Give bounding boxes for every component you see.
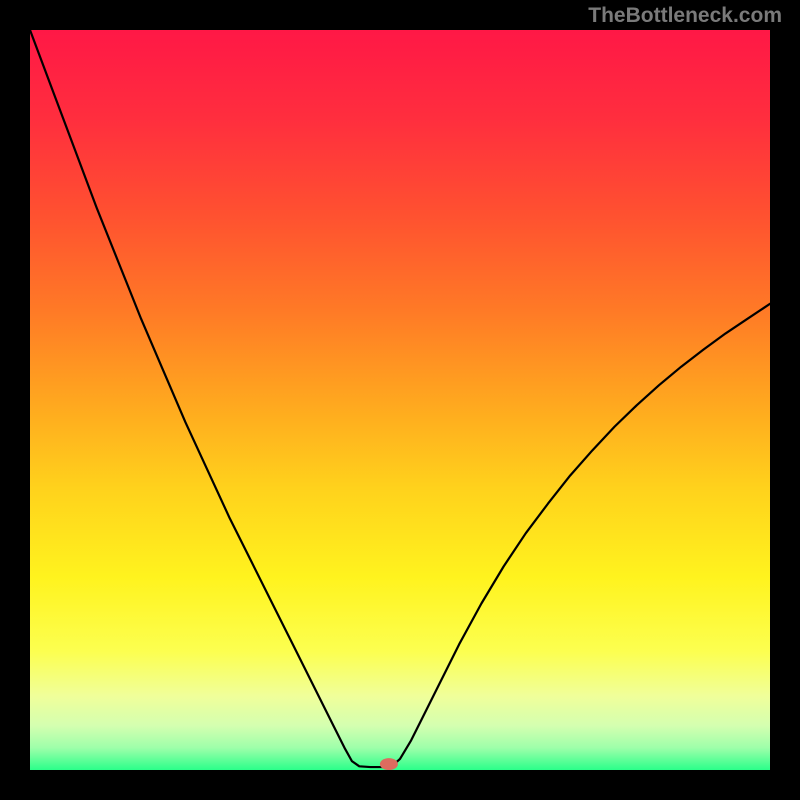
watermark-text: TheBottleneck.com: [588, 4, 782, 28]
optimal-point-marker: [380, 758, 398, 770]
chart-container: TheBottleneck.com: [0, 0, 800, 800]
plot-area: [30, 30, 770, 770]
gradient-background: [30, 30, 770, 770]
chart-svg: [30, 30, 770, 770]
